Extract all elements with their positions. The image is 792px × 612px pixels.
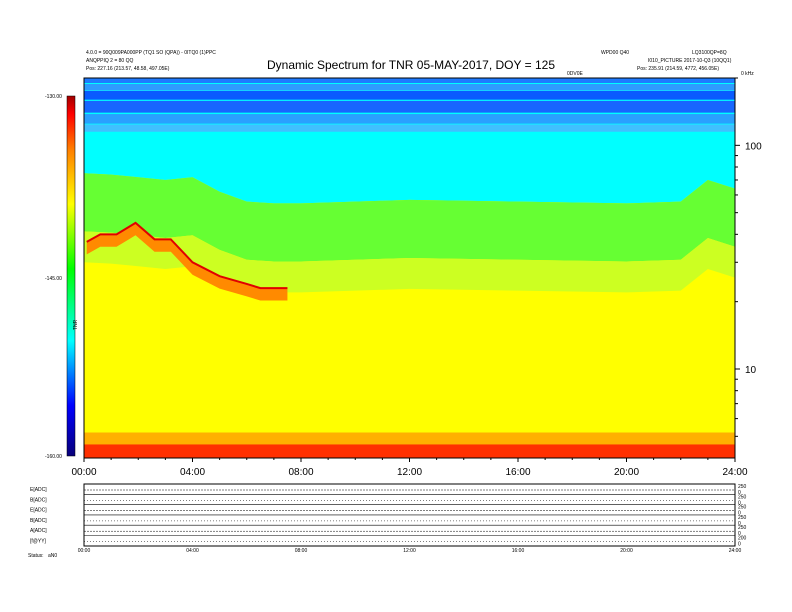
spectrogram-layers	[84, 78, 735, 458]
panel-row-label: E[ADC]	[30, 508, 47, 514]
spectrogram-features	[86, 221, 288, 301]
status-value: aN0	[48, 553, 57, 559]
header-left-line3: Pos: 227.16 (213.57, 48.58, 497.05E)	[86, 66, 170, 72]
panel-right-label-b: 0	[738, 531, 741, 537]
panel-row-label: [f@YY]	[30, 539, 47, 545]
blue-stripe	[84, 84, 735, 91]
blue-stripe	[84, 124, 735, 132]
header-right-line2: I010_PICTURE 2017-10-Q3 (10QQ1)	[648, 58, 732, 64]
panel-x-tick-label: 00:00	[78, 548, 91, 554]
panel-x-tick-label: 16:00	[512, 548, 525, 554]
y-axis: 100 10	[735, 77, 762, 437]
panel-right-label-a: 250	[738, 494, 747, 500]
panel-right-label-b: 0	[738, 511, 741, 517]
panel-right-label-b: 0	[738, 490, 741, 496]
panel-row-label: E[ADC]	[30, 487, 47, 493]
x-tick-label: 24:00	[722, 467, 747, 478]
yellowgreen-region	[84, 231, 735, 293]
chart-title: Dynamic Spectrum for TNR 05-MAY-2017, DO…	[267, 58, 555, 72]
corner-label: 0 kHz	[741, 71, 754, 77]
panel-x-tick-label: 04:00	[186, 548, 199, 554]
orange-band	[84, 432, 735, 445]
x-tick-label: 08:00	[288, 467, 313, 478]
x-tick-label: 12:00	[397, 467, 422, 478]
panel-x-tick-label: 08:00	[295, 548, 308, 554]
x-tick-label: 04:00	[180, 467, 205, 478]
y-tick-label: 10	[745, 365, 757, 376]
x-tick-label: 00:00	[71, 467, 96, 478]
blue-stripe	[84, 114, 735, 124]
header-right-line3: Pos: 235.91 (214.59, 4772, 456.05E)	[637, 66, 719, 72]
header-right-line1b: LQ3100QP=8Q	[692, 50, 727, 56]
panel-row-label: B[ADC]	[30, 518, 47, 524]
emission-band-core	[86, 221, 288, 290]
colorbar-tick-top: -130.00	[45, 94, 62, 100]
panel-right-label-a: 250	[738, 515, 747, 521]
header-left-line1: 4.0.0 = 90Q009PA000PP (TQ1 SO (QPA)) - 0…	[86, 50, 216, 56]
panel-right-label-b: 0	[738, 542, 741, 548]
header-right-small: 0DV0E	[567, 71, 584, 77]
spectrogram-plot	[83, 77, 736, 459]
blue-stripe	[84, 90, 735, 100]
x-tick-label: 16:00	[505, 467, 530, 478]
red-band	[84, 444, 735, 458]
panel-right-label-b: 0	[738, 500, 741, 506]
panel-right-label-a: 200	[738, 536, 747, 542]
x-axis: 00:00 04:00 08:00 12:00 16:00 20:00 24:00	[71, 458, 748, 478]
panel-row-label: A[ADC]	[30, 528, 47, 534]
green-region	[84, 173, 735, 262]
emission-band	[86, 222, 288, 301]
panel-x-tick-label: 12:00	[403, 548, 416, 554]
colorbar-tick-bottom: -160.00	[45, 454, 62, 460]
panel-right-label-a: 250	[738, 484, 747, 490]
colorbar-tick-mid: -145.00	[45, 276, 62, 282]
colorbar	[66, 95, 76, 457]
panel-x-tick-label: 24:00	[729, 548, 742, 554]
y-tick-label: 100	[745, 141, 762, 152]
status-label: Status:	[28, 553, 44, 559]
x-tick-label: 20:00	[614, 467, 639, 478]
panel-right-label-a: 250	[738, 505, 747, 511]
panel-right-label-b: 0	[738, 521, 741, 527]
panel-row-label: B[ADC]	[30, 497, 47, 503]
blue-stripe	[84, 78, 735, 83]
blue-stripe	[84, 100, 735, 113]
panel-right-label-a: 250	[738, 525, 747, 531]
panel-x-tick-label: 20:00	[620, 548, 633, 554]
header-left-line2: ANQPPIQ 2 = 80 QQ	[86, 58, 133, 64]
colorbar-label: TNR	[73, 319, 79, 330]
header-right-line1: WPD00 Q40	[601, 50, 629, 56]
